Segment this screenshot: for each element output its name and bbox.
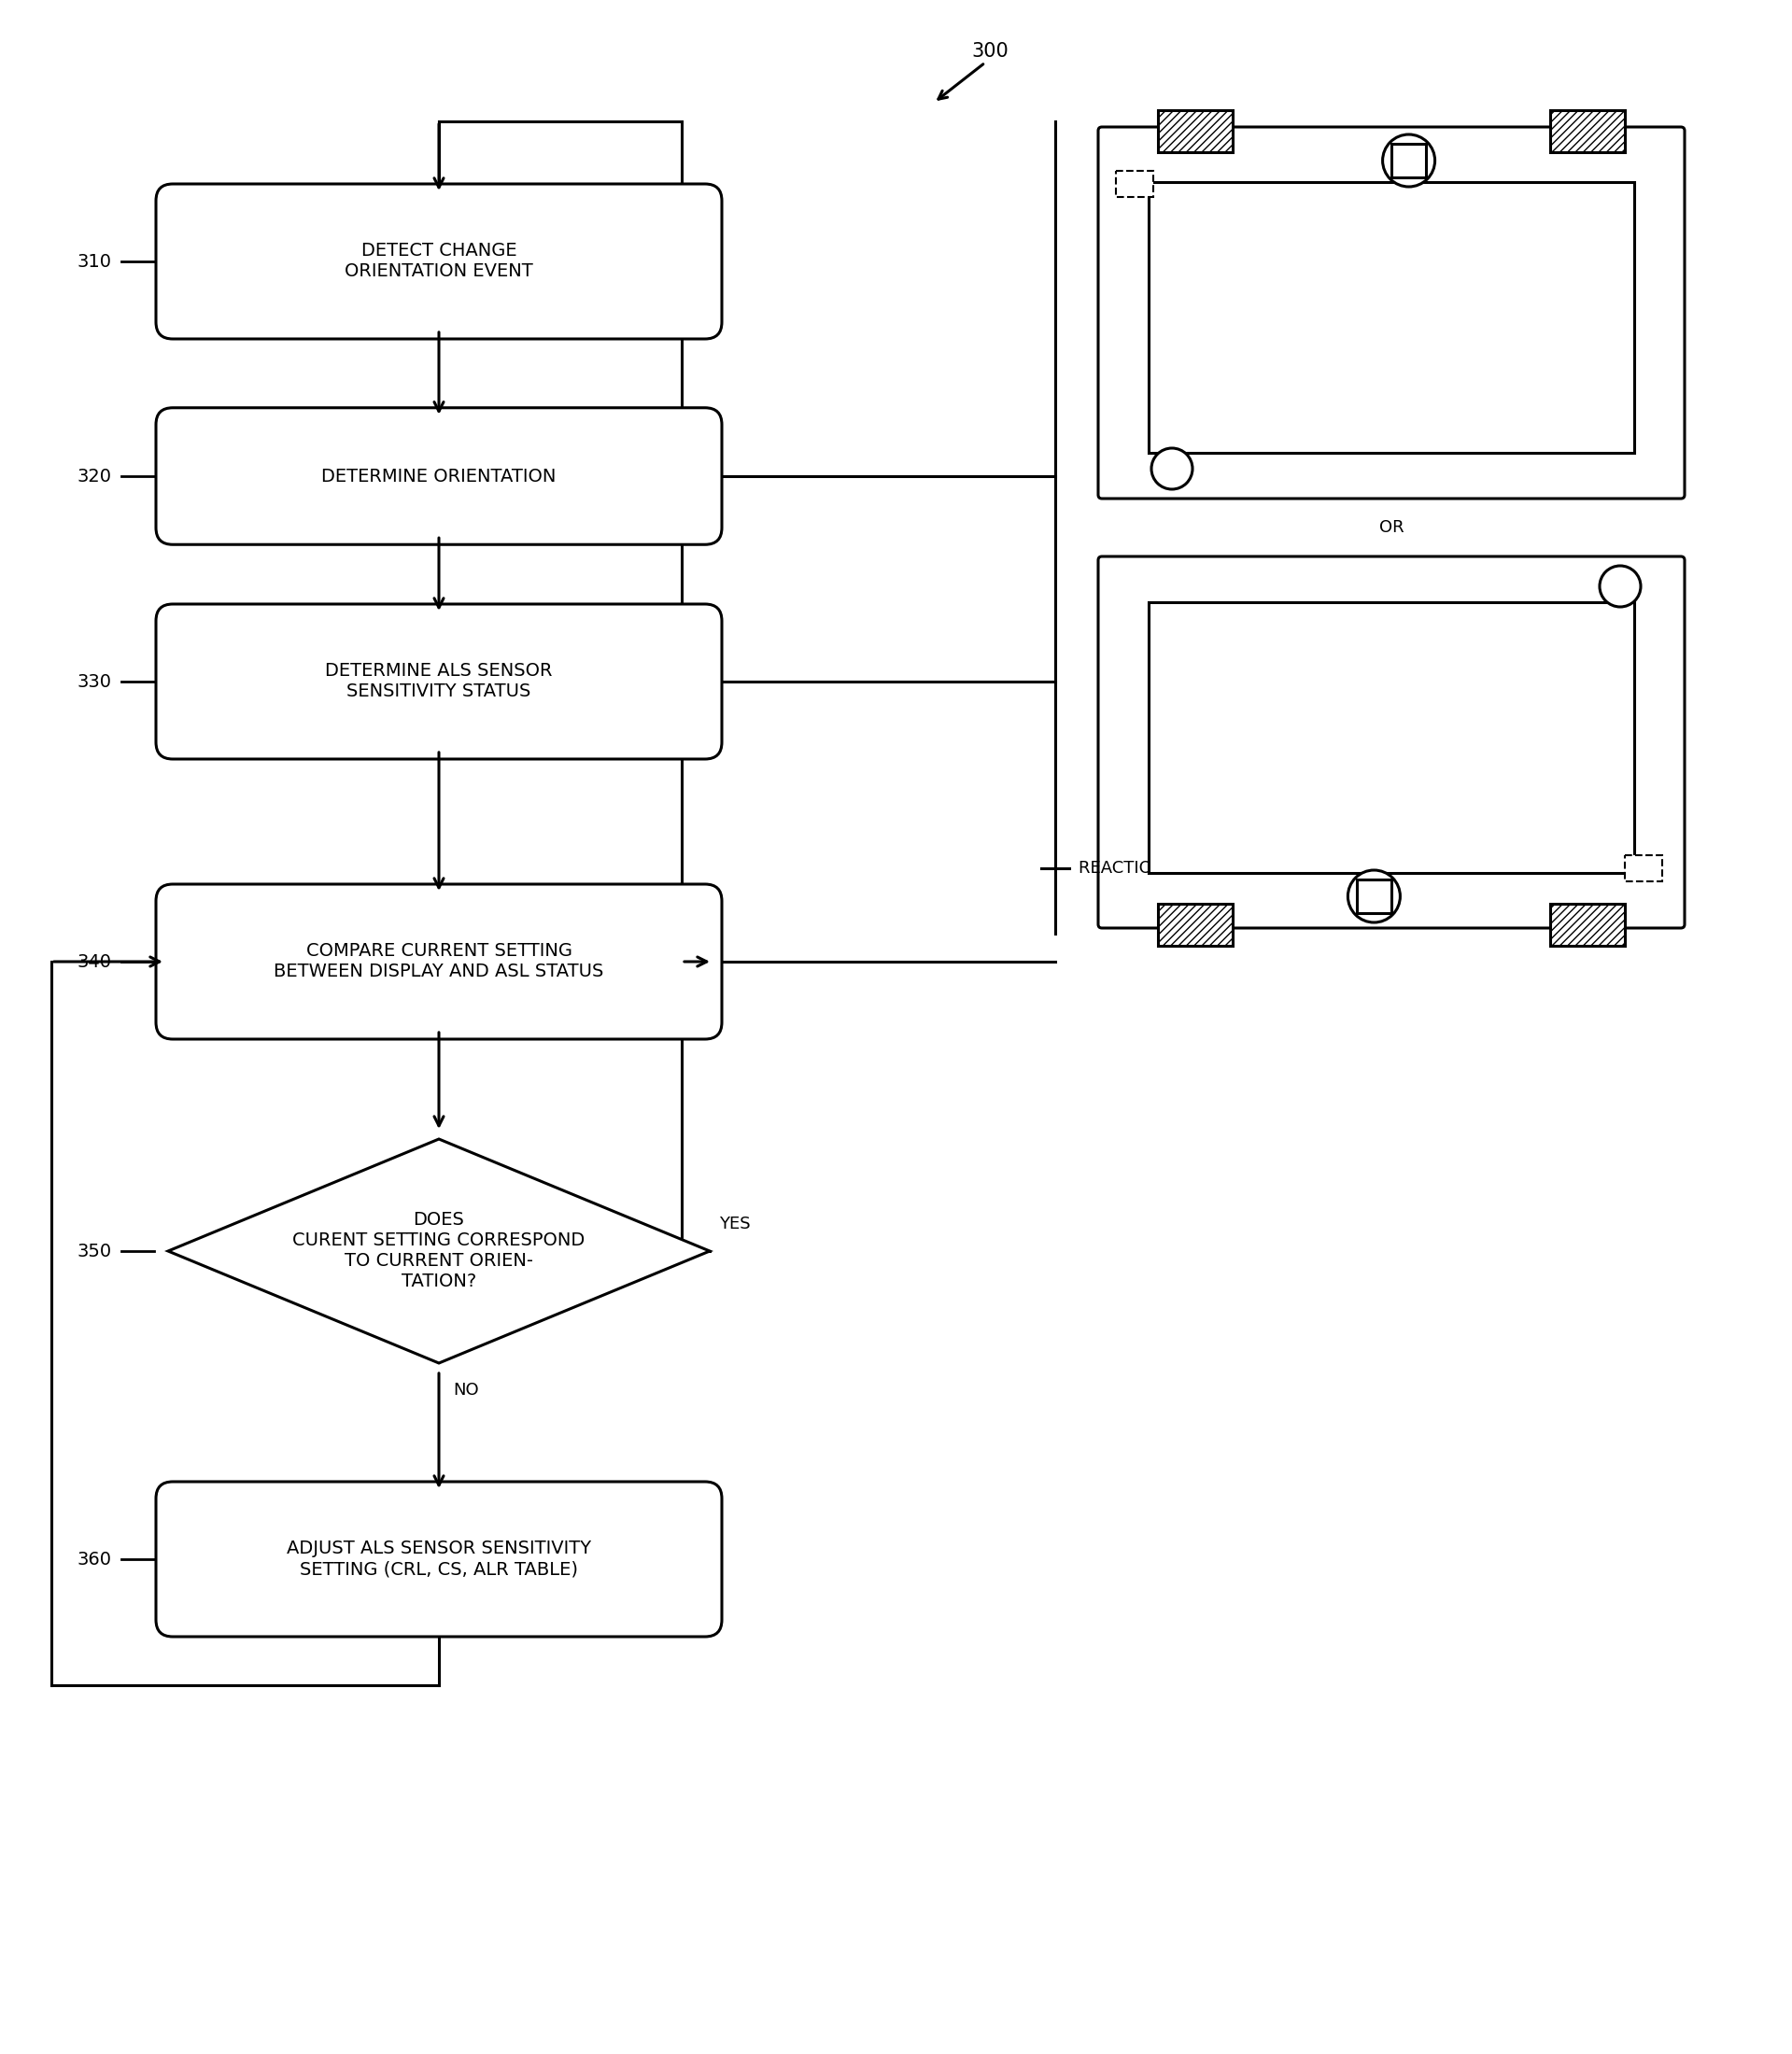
Text: 350: 350 bbox=[77, 1243, 113, 1259]
Text: NO: NO bbox=[453, 1382, 478, 1399]
FancyBboxPatch shape bbox=[156, 185, 722, 339]
Bar bbox=[1149, 602, 1634, 873]
Text: DETECT CHANGE
ORIENTATION EVENT: DETECT CHANGE ORIENTATION EVENT bbox=[344, 242, 532, 281]
Circle shape bbox=[1152, 448, 1192, 489]
Text: 320: 320 bbox=[77, 468, 113, 485]
Text: 360: 360 bbox=[77, 1551, 113, 1567]
Bar bbox=[1550, 111, 1625, 152]
Text: DETERMINE ORIENTATION: DETERMINE ORIENTATION bbox=[321, 468, 556, 485]
Bar bbox=[1625, 854, 1663, 881]
Text: 310: 310 bbox=[77, 253, 113, 271]
Text: 340: 340 bbox=[77, 953, 113, 972]
Circle shape bbox=[1348, 871, 1400, 922]
Bar bbox=[1550, 904, 1625, 945]
Bar bbox=[1158, 111, 1233, 152]
Bar bbox=[1357, 879, 1391, 914]
Text: OR: OR bbox=[1380, 520, 1403, 536]
Bar bbox=[1116, 170, 1154, 197]
Text: ADJUST ALS SENSOR SENSITIVITY
SETTING (CRL, CS, ALR TABLE): ADJUST ALS SENSOR SENSITIVITY SETTING (C… bbox=[287, 1540, 591, 1577]
FancyBboxPatch shape bbox=[156, 1481, 722, 1637]
Bar bbox=[1158, 904, 1233, 945]
Text: DOES
CURENT SETTING CORRESPOND
TO CURRENT ORIEN-
TATION?: DOES CURENT SETTING CORRESPOND TO CURREN… bbox=[292, 1212, 586, 1290]
Polygon shape bbox=[168, 1140, 710, 1364]
Text: REACTION RATE: FAST OR SLOW: REACTION RATE: FAST OR SLOW bbox=[1079, 861, 1349, 877]
FancyBboxPatch shape bbox=[156, 409, 722, 544]
Text: YES: YES bbox=[719, 1216, 751, 1232]
FancyBboxPatch shape bbox=[1098, 127, 1684, 499]
FancyBboxPatch shape bbox=[156, 604, 722, 760]
FancyBboxPatch shape bbox=[1098, 557, 1684, 928]
Text: 300: 300 bbox=[971, 41, 1009, 62]
Circle shape bbox=[1383, 134, 1435, 187]
Bar bbox=[1149, 183, 1634, 452]
FancyBboxPatch shape bbox=[156, 883, 722, 1039]
Circle shape bbox=[1600, 565, 1641, 606]
Bar bbox=[1392, 144, 1426, 177]
Text: DETERMINE ALS SENSOR
SENSITIVITY STATUS: DETERMINE ALS SENSOR SENSITIVITY STATUS bbox=[324, 661, 552, 700]
Text: COMPARE CURRENT SETTING
BETWEEN DISPLAY AND ASL STATUS: COMPARE CURRENT SETTING BETWEEN DISPLAY … bbox=[274, 943, 604, 982]
Text: 330: 330 bbox=[77, 674, 113, 690]
